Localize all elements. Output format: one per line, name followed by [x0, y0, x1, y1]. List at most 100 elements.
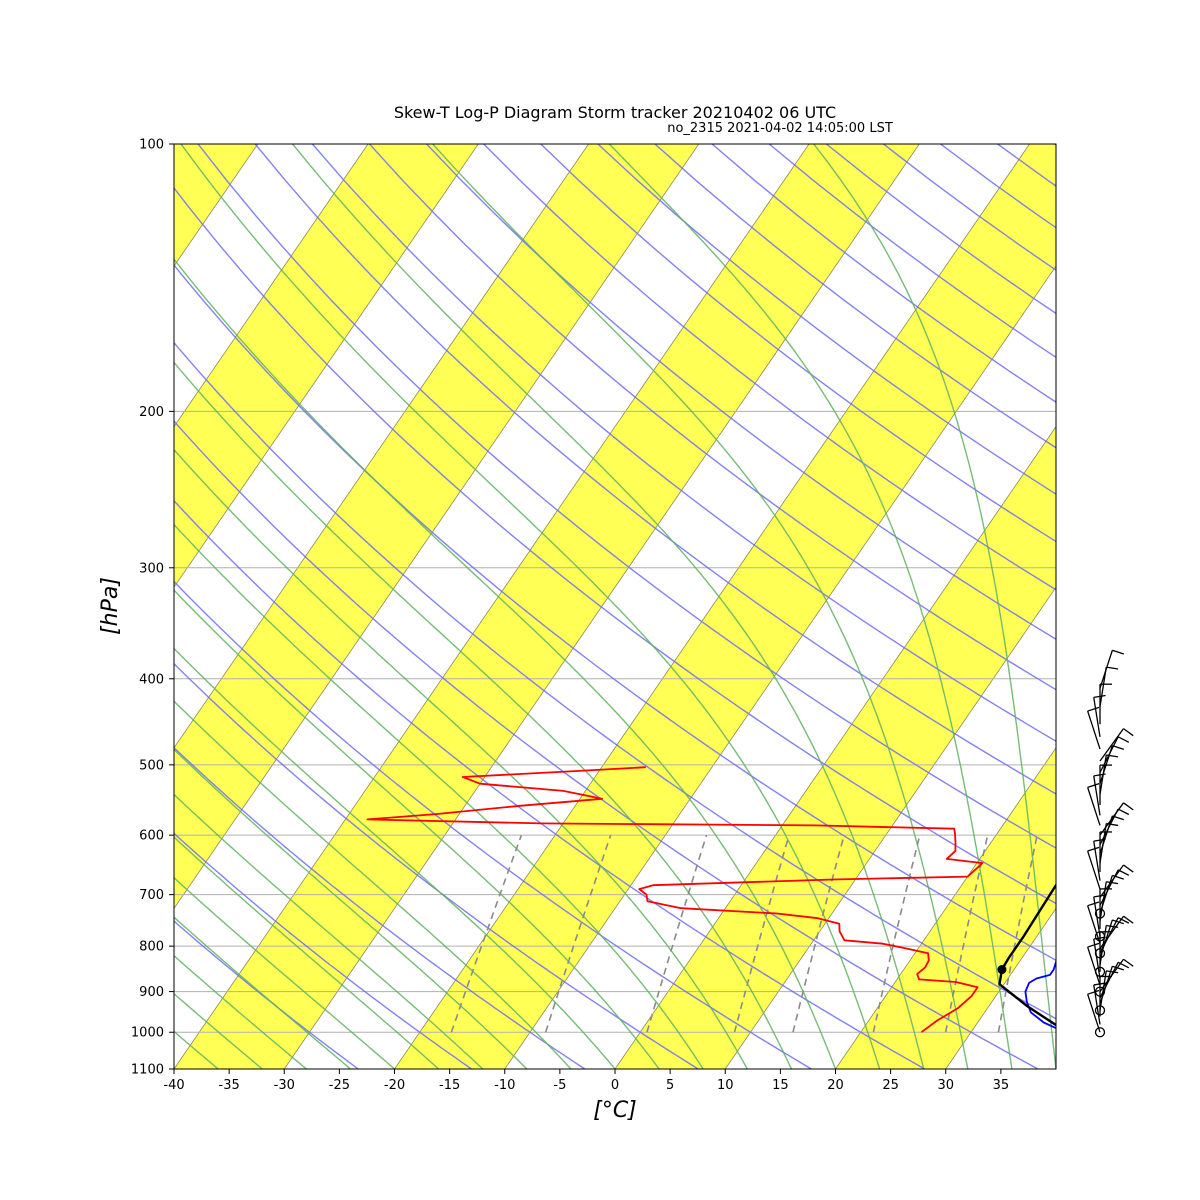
x-tick-label: 0: [611, 1078, 619, 1093]
dry-adiabat: [174, 186, 1056, 905]
dry-adiabat: [174, 420, 1039, 1069]
wind-barb-flag: [1112, 874, 1124, 880]
calm-wind-circle: [1094, 986, 1106, 997]
moist-adiabat: [174, 647, 616, 1069]
y-tick-label: 600: [139, 829, 164, 844]
wind-barb-staff: [1087, 710, 1101, 750]
x-tick-label: 10: [717, 1078, 734, 1093]
dry-adiabat: [426, 144, 1056, 641]
y-tick-label: 900: [139, 985, 164, 1000]
mixing-ratio-lines: [450, 834, 1038, 1033]
moist-adiabat: [292, 144, 925, 1069]
moist-adiabat: [174, 916, 351, 1069]
wind-barb-staff: [1099, 915, 1125, 949]
dry-adiabats: [174, 144, 1056, 1069]
isotherm-band: [614, 425, 1056, 1069]
wind-barb-staff: [1099, 958, 1125, 992]
wind-barb-staff: [1099, 802, 1125, 836]
x-tick-label: 20: [827, 1078, 844, 1093]
y-tick-label: 500: [139, 758, 164, 773]
moist-adiabat: [174, 992, 263, 1069]
dry-adiabat: [483, 144, 1056, 591]
x-tick-label: 35: [993, 1078, 1010, 1093]
wind-barb-flag: [1112, 745, 1124, 750]
wind-barb-staff: [1087, 787, 1101, 826]
moist-adiabat: [174, 589, 660, 1069]
x-tick-label: -40: [163, 1078, 184, 1093]
mixing-ratio-line: [733, 834, 790, 1033]
x-tick-label: -5: [553, 1078, 566, 1093]
pressure-gridlines: [174, 410, 1056, 1033]
wind-barb-staff: [1099, 864, 1125, 898]
wind-barb-staff: [1099, 728, 1125, 762]
wind-barb-staff: [1093, 984, 1101, 1025]
x-tick-label: -30: [274, 1078, 295, 1093]
moist-adiabat: [432, 144, 969, 1069]
wind-barb-staff: [1093, 775, 1101, 816]
dry-adiabat: [254, 144, 1056, 795]
dry-adiabat: [174, 662, 699, 1069]
wind-barb-flag: [1117, 917, 1130, 924]
moist-adiabat: [608, 144, 1013, 1069]
wind-barb-flag: [1087, 783, 1100, 788]
calm-wind-circle: [1094, 931, 1106, 942]
wind-barb-flag: [1106, 970, 1119, 974]
dry-adiabat: [197, 144, 1056, 849]
mixing-ratio-line: [646, 834, 708, 1033]
y-tick-label: 700: [139, 888, 164, 903]
calm-wind-circle: [1094, 966, 1106, 977]
dry-adiabat: [174, 580, 812, 1069]
sounding-profiles: [366, 766, 1056, 1033]
x-tick-label: 25: [882, 1078, 899, 1093]
calm-wind-circle: [1094, 948, 1106, 959]
wind-barb-flag: [1123, 864, 1134, 873]
dry-adiabat: [174, 499, 926, 1069]
wind-barb-flag: [1112, 649, 1124, 655]
temperature-profile: [1024, 958, 1056, 1030]
wind-barb-flag: [1112, 919, 1124, 925]
wind-barb-staff: [1087, 850, 1101, 890]
dewpoint-profile: [366, 766, 984, 1033]
isotherm-band: [174, 144, 259, 267]
isotherm-band: [174, 144, 700, 910]
lcl-marker: [997, 965, 1007, 975]
wind-barb-flag: [1123, 958, 1134, 967]
moist-adiabat: [180, 144, 881, 1069]
wind-barb-flag: [1087, 706, 1100, 712]
chart-subtitle: no_2315 2021-04-02 14:05:00 LST: [667, 121, 893, 136]
wind-barb-staff: [1099, 736, 1119, 773]
wind-barb-flag: [1106, 666, 1119, 670]
wind-barb-staff: [1099, 815, 1113, 855]
mixing-ratio-line: [544, 834, 612, 1033]
calm-wind-circle: [1094, 1005, 1106, 1016]
wind-barb-flag: [1123, 728, 1134, 737]
moist-adiabat: [174, 523, 704, 1069]
wind-barb-staff: [1087, 993, 1101, 1033]
wind-barb-staff: [1099, 881, 1107, 922]
wind-barb-flag: [1123, 915, 1134, 924]
mixing-ratio-line: [944, 835, 989, 1033]
x-tick-label: -10: [494, 1078, 515, 1093]
dry-adiabat: [174, 263, 1056, 962]
moist-adiabat: [174, 876, 395, 1069]
dry-adiabat: [174, 832, 472, 1069]
x-axis-ticks: -40 -35 -30 -25 -20 -15 -10 -5 0 5 10 15 20 25 30 35: [163, 1069, 1009, 1093]
mixing-ratio-line: [792, 834, 845, 1033]
calm-wind-circle: [1094, 1027, 1106, 1038]
moist-adiabat: [174, 448, 748, 1069]
mixing-ratio-line: [450, 834, 523, 1033]
y-tick-label: 1000: [131, 1026, 164, 1041]
x-tick-label: 15: [772, 1078, 789, 1093]
y-tick-label: 300: [139, 561, 164, 576]
y-tick-label: 100: [139, 138, 164, 153]
wind-barb-staff: [1087, 905, 1101, 944]
moist-adiabat: [174, 361, 793, 1069]
x-tick-label: -20: [384, 1078, 405, 1093]
isotherm-band: [174, 144, 479, 588]
moist-adiabat: [813, 144, 1056, 1069]
wind-barb-flag: [1117, 736, 1130, 743]
y-tick-label: 400: [139, 672, 164, 687]
y-axis-label: [hPa]: [98, 577, 123, 635]
x-tick-label: -25: [329, 1078, 350, 1093]
moist-adiabat: [174, 258, 837, 1069]
